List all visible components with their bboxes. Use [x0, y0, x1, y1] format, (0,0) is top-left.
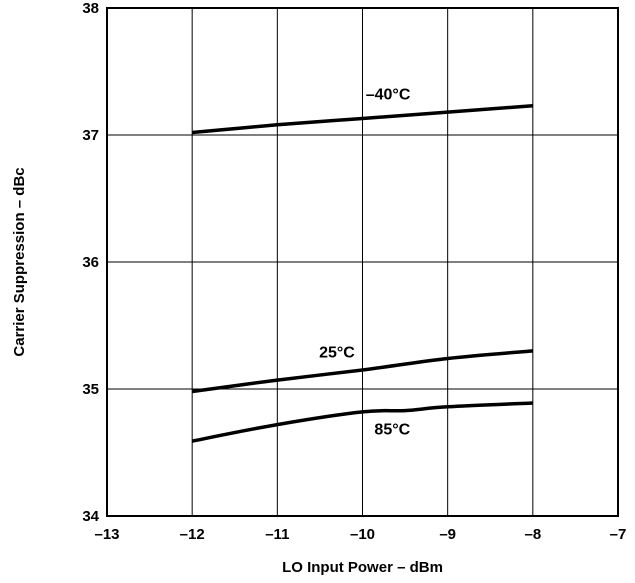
series-labels: –40°C 25°C 85°C	[319, 86, 411, 438]
x-tick-label: –8	[524, 526, 541, 543]
series-line-85c	[191, 401, 533, 443]
x-axis-tick-labels: –13 –12 –11 –10 –9 –8 –7	[94, 526, 626, 543]
y-tick-label: 35	[82, 381, 99, 398]
x-tick-label: –12	[180, 526, 205, 543]
series-line-25c	[191, 349, 533, 394]
y-axis-tick-labels: 34 35 36 37 38	[82, 0, 99, 525]
x-tick-label: –10	[350, 526, 375, 543]
grid-lines	[107, 8, 618, 516]
y-axis-title: Carrier Suppression – dBc	[11, 167, 28, 356]
y-tick-label: 38	[82, 0, 99, 17]
series-label-minus40c: –40°C	[366, 86, 411, 103]
x-tick-label: –9	[439, 526, 456, 543]
series-lines	[191, 104, 533, 443]
plot-area-frame	[106, 7, 619, 517]
x-tick-label: –7	[610, 526, 627, 543]
series-label-85c: 85°C	[374, 422, 410, 439]
x-tick-label: –13	[94, 526, 119, 543]
series-label-25c: 25°C	[319, 344, 355, 361]
x-tick-label: –11	[265, 526, 289, 543]
x-axis-title: LO Input Power – dBm	[282, 559, 443, 576]
y-tick-label: 36	[82, 254, 99, 271]
y-tick-label: 37	[82, 127, 99, 144]
series-line-minus40c	[192, 104, 533, 135]
y-tick-label: 34	[82, 508, 99, 525]
